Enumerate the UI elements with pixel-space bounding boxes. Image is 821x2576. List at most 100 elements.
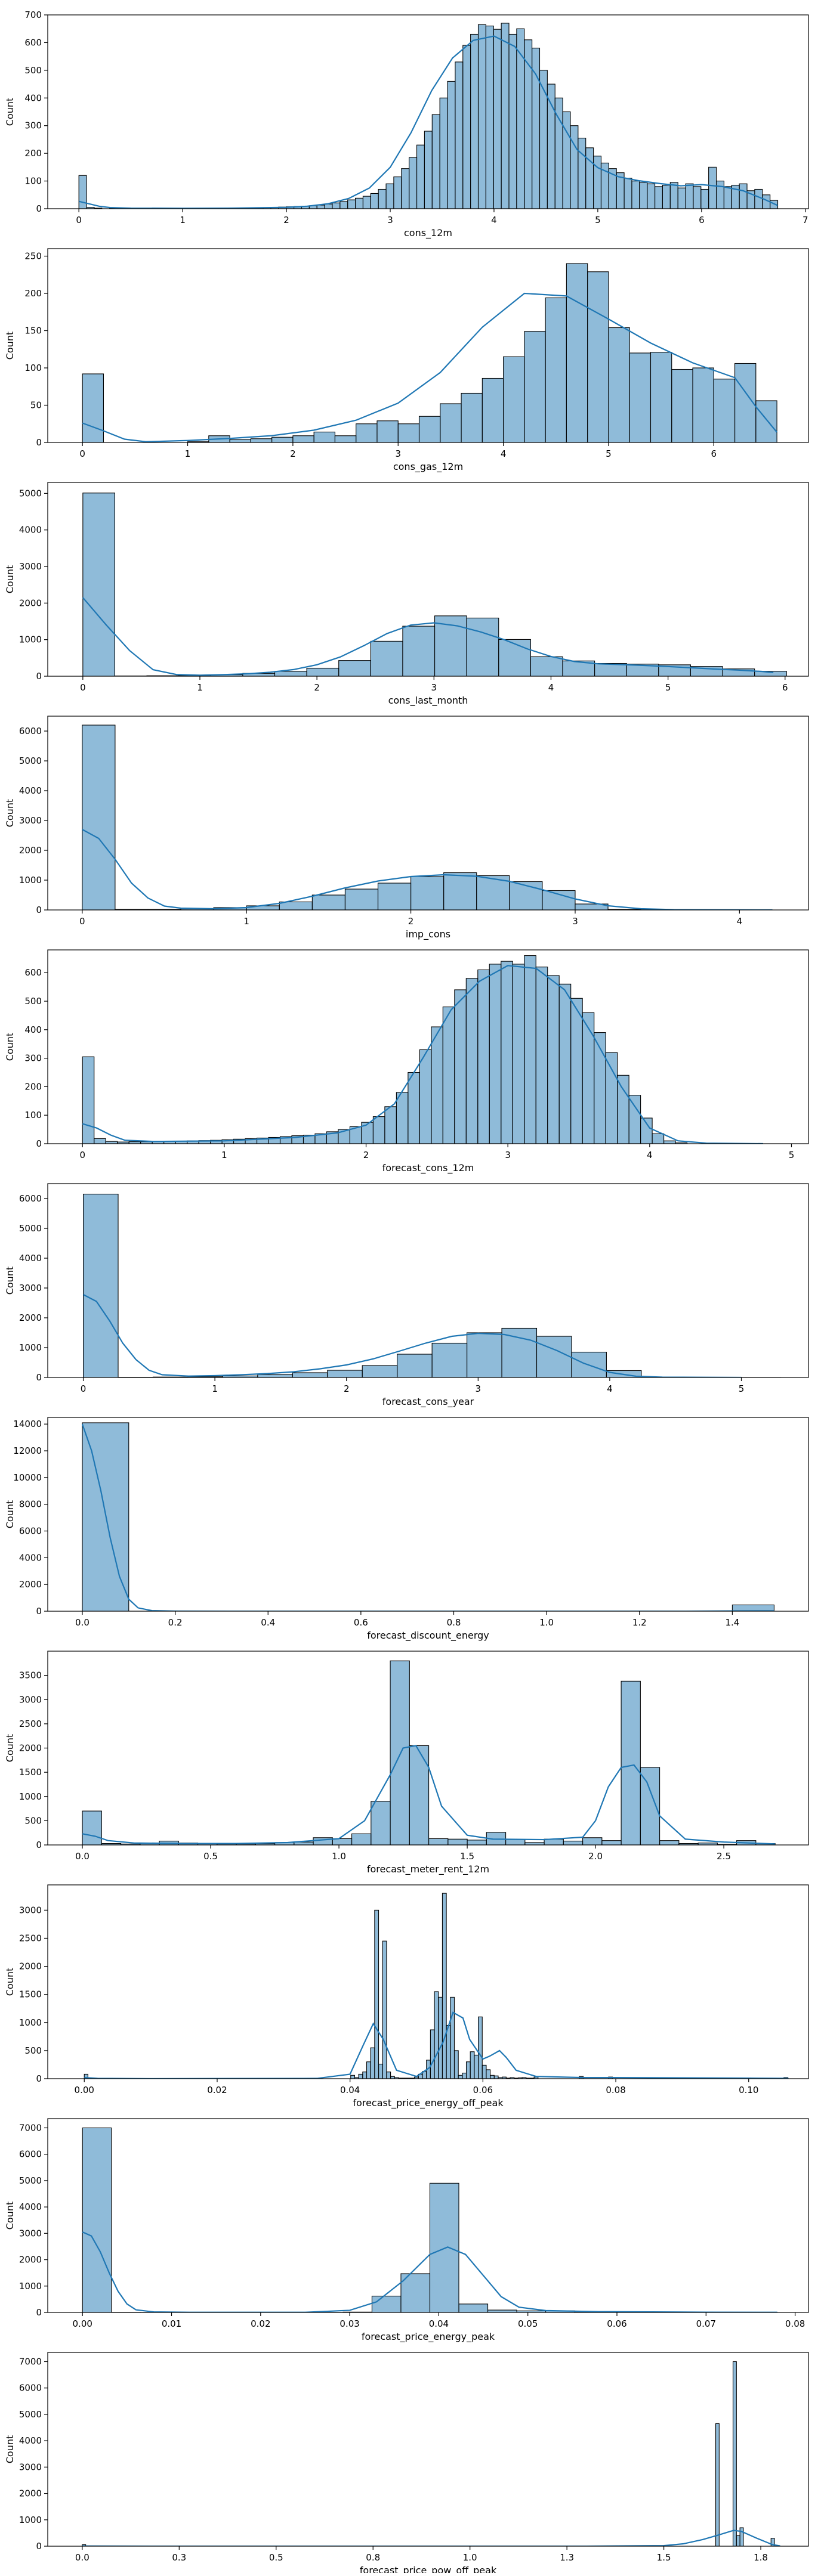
x-tick-label: 2.0 bbox=[588, 1851, 603, 1862]
histogram-bar bbox=[314, 432, 335, 443]
histogram-bar bbox=[629, 353, 650, 442]
histogram-bar bbox=[356, 424, 377, 442]
x-tick-label: 1.2 bbox=[632, 1617, 647, 1628]
histogram-bar bbox=[378, 190, 386, 209]
histogram-bar bbox=[356, 198, 363, 209]
x-tick-label: 0 bbox=[80, 682, 86, 693]
y-tick-label: 1000 bbox=[19, 1342, 42, 1353]
histogram-bar bbox=[454, 2051, 458, 2079]
histogram-bar bbox=[618, 1075, 629, 1144]
x-tick-label: 0.8 bbox=[366, 2552, 380, 2563]
x-tick-label: 6 bbox=[699, 215, 705, 225]
histogram-bar bbox=[650, 352, 671, 442]
y-tick-label: 400 bbox=[24, 1024, 42, 1035]
x-axis-label: cons_12m bbox=[404, 227, 452, 239]
x-tick-label: 0.6 bbox=[354, 1617, 368, 1628]
y-tick-label: 0 bbox=[36, 437, 42, 448]
histogram-bar bbox=[489, 964, 501, 1144]
y-tick-label: 1000 bbox=[19, 875, 42, 886]
histogram-bar bbox=[586, 148, 594, 209]
x-tick-label: 0.01 bbox=[162, 2318, 181, 2329]
x-tick-label: 0.10 bbox=[739, 2085, 758, 2095]
y-tick-label: 100 bbox=[24, 363, 42, 373]
histogram-bar bbox=[443, 1007, 454, 1144]
histogram-bar bbox=[678, 188, 686, 209]
histogram-bar bbox=[739, 184, 747, 209]
y-tick-label: 14000 bbox=[13, 1419, 42, 1429]
histogram-bar bbox=[419, 416, 440, 442]
histogram-bar bbox=[539, 70, 547, 209]
histogram-bar bbox=[382, 1941, 387, 2079]
histogram-bar bbox=[371, 2048, 375, 2079]
histogram-bar bbox=[352, 1834, 371, 1845]
y-tick-label: 5000 bbox=[19, 756, 42, 766]
histogram-bar bbox=[332, 1838, 351, 1845]
histogram-bar bbox=[462, 2073, 467, 2079]
histogram-bar bbox=[79, 175, 87, 209]
y-tick-label: 3000 bbox=[19, 1905, 42, 1915]
x-tick-label: 1.0 bbox=[332, 1851, 346, 1862]
histogram-bar bbox=[606, 1052, 617, 1144]
histogram-bar bbox=[348, 200, 356, 209]
x-tick-label: 1 bbox=[243, 916, 249, 927]
histogram-bar bbox=[563, 1841, 582, 1846]
histogram-bar bbox=[444, 873, 477, 911]
x-tick-label: 3 bbox=[476, 1383, 482, 1394]
x-tick-label: 0.05 bbox=[518, 2318, 538, 2329]
histogram-bar bbox=[325, 204, 332, 209]
y-tick-label: 100 bbox=[24, 176, 42, 187]
y-tick-label: 500 bbox=[24, 65, 42, 76]
x-tick-label: 0 bbox=[79, 1150, 85, 1160]
x-axis-label: imp_cons bbox=[406, 928, 450, 940]
histogram-bar bbox=[494, 2076, 498, 2079]
x-tick-label: 0 bbox=[79, 448, 85, 459]
x-tick-label: 5 bbox=[739, 1383, 745, 1394]
x-tick-label: 3 bbox=[505, 1150, 511, 1160]
x-tick-label: 2 bbox=[344, 1383, 350, 1394]
y-tick-label: 5000 bbox=[19, 1223, 42, 1234]
histogram-bar bbox=[385, 1107, 396, 1144]
x-tick-label: 0.0 bbox=[75, 1851, 89, 1862]
y-tick-label: 200 bbox=[24, 1081, 42, 1092]
histogram-bar bbox=[440, 404, 461, 442]
histogram-bar bbox=[499, 639, 531, 676]
y-axis-label: Count bbox=[4, 332, 16, 360]
histogram-bar bbox=[94, 1138, 106, 1144]
histogram-bar bbox=[82, 725, 115, 910]
x-tick-label: 0.06 bbox=[607, 2318, 626, 2329]
x-tick-label: 2 bbox=[363, 1150, 369, 1160]
histogram-bar bbox=[655, 187, 663, 209]
histogram-bar bbox=[504, 357, 524, 442]
y-tick-label: 6000 bbox=[19, 1193, 42, 1204]
histogram-bar bbox=[559, 984, 570, 1144]
histogram-bar bbox=[345, 889, 378, 910]
histogram-bar bbox=[509, 35, 517, 209]
histogram-bar bbox=[755, 190, 763, 209]
histogram-bar bbox=[693, 187, 701, 209]
x-tick-label: 5 bbox=[606, 448, 612, 459]
histogram-bar bbox=[371, 1801, 390, 1845]
histogram-bar bbox=[686, 184, 693, 209]
x-tick-label: 0.02 bbox=[207, 2085, 227, 2095]
x-tick-label: 0.04 bbox=[340, 2085, 360, 2095]
y-tick-label: 600 bbox=[24, 967, 42, 978]
x-tick-label: 2 bbox=[290, 448, 296, 459]
x-axis-label: forecast_meter_rent_12m bbox=[367, 1863, 489, 1875]
histogram-bar bbox=[467, 2062, 471, 2079]
y-tick-label: 500 bbox=[24, 2045, 42, 2056]
histogram-bar bbox=[736, 2535, 740, 2546]
x-tick-label: 4 bbox=[501, 448, 507, 459]
histogram-bar bbox=[293, 436, 314, 442]
y-tick-label: 1500 bbox=[19, 1989, 42, 2000]
y-tick-label: 0 bbox=[36, 1840, 42, 1850]
x-tick-label: 0 bbox=[76, 215, 82, 225]
y-tick-label: 2500 bbox=[19, 1933, 42, 1943]
histogram-bar bbox=[490, 2075, 495, 2079]
histogram-bar bbox=[429, 1838, 448, 1845]
histogram-bar bbox=[82, 1057, 94, 1144]
histogram-bar bbox=[230, 439, 251, 442]
y-tick-label: 0 bbox=[36, 1138, 42, 1149]
y-tick-label: 1000 bbox=[19, 2281, 42, 2292]
y-axis-label: Count bbox=[4, 1734, 16, 1763]
histogram-bar bbox=[479, 24, 486, 209]
